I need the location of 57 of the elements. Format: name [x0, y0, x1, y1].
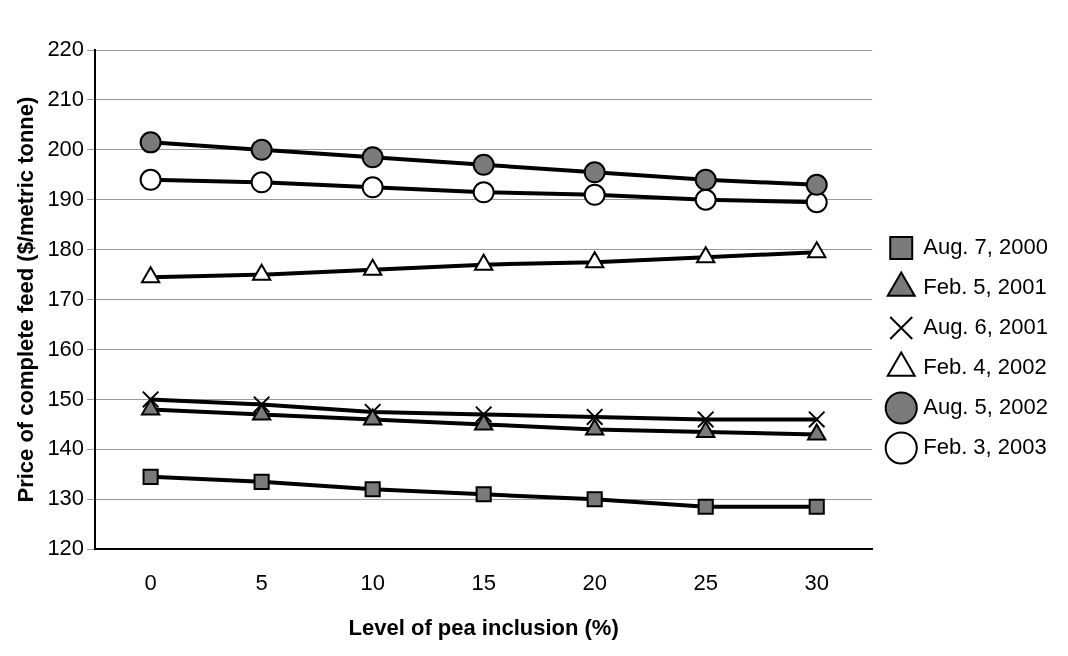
y-tick-label: 140 [47, 435, 85, 461]
point [475, 486, 492, 503]
point [361, 176, 384, 199]
y-tick-label: 150 [47, 385, 85, 411]
point [472, 153, 495, 176]
point [697, 498, 714, 515]
point [807, 241, 827, 259]
point [694, 168, 717, 191]
point [472, 181, 495, 204]
point [253, 473, 270, 490]
legend-label: Feb. 4, 2002 [923, 354, 1047, 380]
x-tick-label: 20 [582, 570, 607, 596]
point [474, 405, 493, 424]
point [808, 498, 825, 515]
y-axis-title: Price of complete feed ($/metric tonne) [13, 96, 39, 503]
point [361, 146, 384, 169]
x-tick-label: 10 [360, 570, 385, 596]
point [252, 395, 271, 414]
point [585, 408, 604, 426]
point [142, 468, 159, 485]
x-axis-title: Level of pea inclusion (%) [348, 614, 619, 640]
y-tick-label: 130 [47, 485, 85, 511]
point [696, 246, 716, 264]
legend-label: Feb. 5, 2001 [923, 274, 1047, 300]
y-tick-label: 220 [47, 36, 85, 62]
point [694, 188, 717, 211]
y-tick-label: 180 [47, 235, 85, 261]
y-tick-label: 160 [47, 335, 85, 361]
y-tick-label: 120 [47, 535, 85, 561]
point [250, 171, 273, 194]
point [583, 183, 606, 206]
y-tick-label: 200 [47, 135, 85, 161]
x-tick-label: 5 [255, 570, 268, 596]
point [805, 191, 828, 214]
legend-label: Aug. 5, 2002 [923, 394, 1049, 420]
point [141, 390, 160, 409]
legend-label: Aug. 6, 2001 [923, 314, 1049, 340]
point [364, 481, 381, 498]
point [139, 168, 162, 191]
y-tick-label: 170 [47, 285, 85, 311]
point [805, 173, 828, 196]
x-tick-label: 25 [693, 570, 718, 596]
y-tick-label: 210 [47, 85, 85, 111]
legend-label: Aug. 7, 2000 [923, 234, 1049, 260]
x-tick-label: 30 [804, 570, 829, 596]
point [586, 491, 603, 508]
y-tick-label: 190 [47, 185, 85, 211]
point [696, 410, 715, 429]
point [140, 266, 161, 284]
legend-label: Feb. 3, 2003 [923, 434, 1047, 460]
point [139, 131, 162, 154]
x-tick-label: 0 [144, 570, 157, 596]
point [807, 410, 826, 429]
point [250, 138, 273, 161]
x-tick-label: 15 [471, 570, 496, 596]
point [585, 251, 605, 269]
point [583, 161, 606, 184]
